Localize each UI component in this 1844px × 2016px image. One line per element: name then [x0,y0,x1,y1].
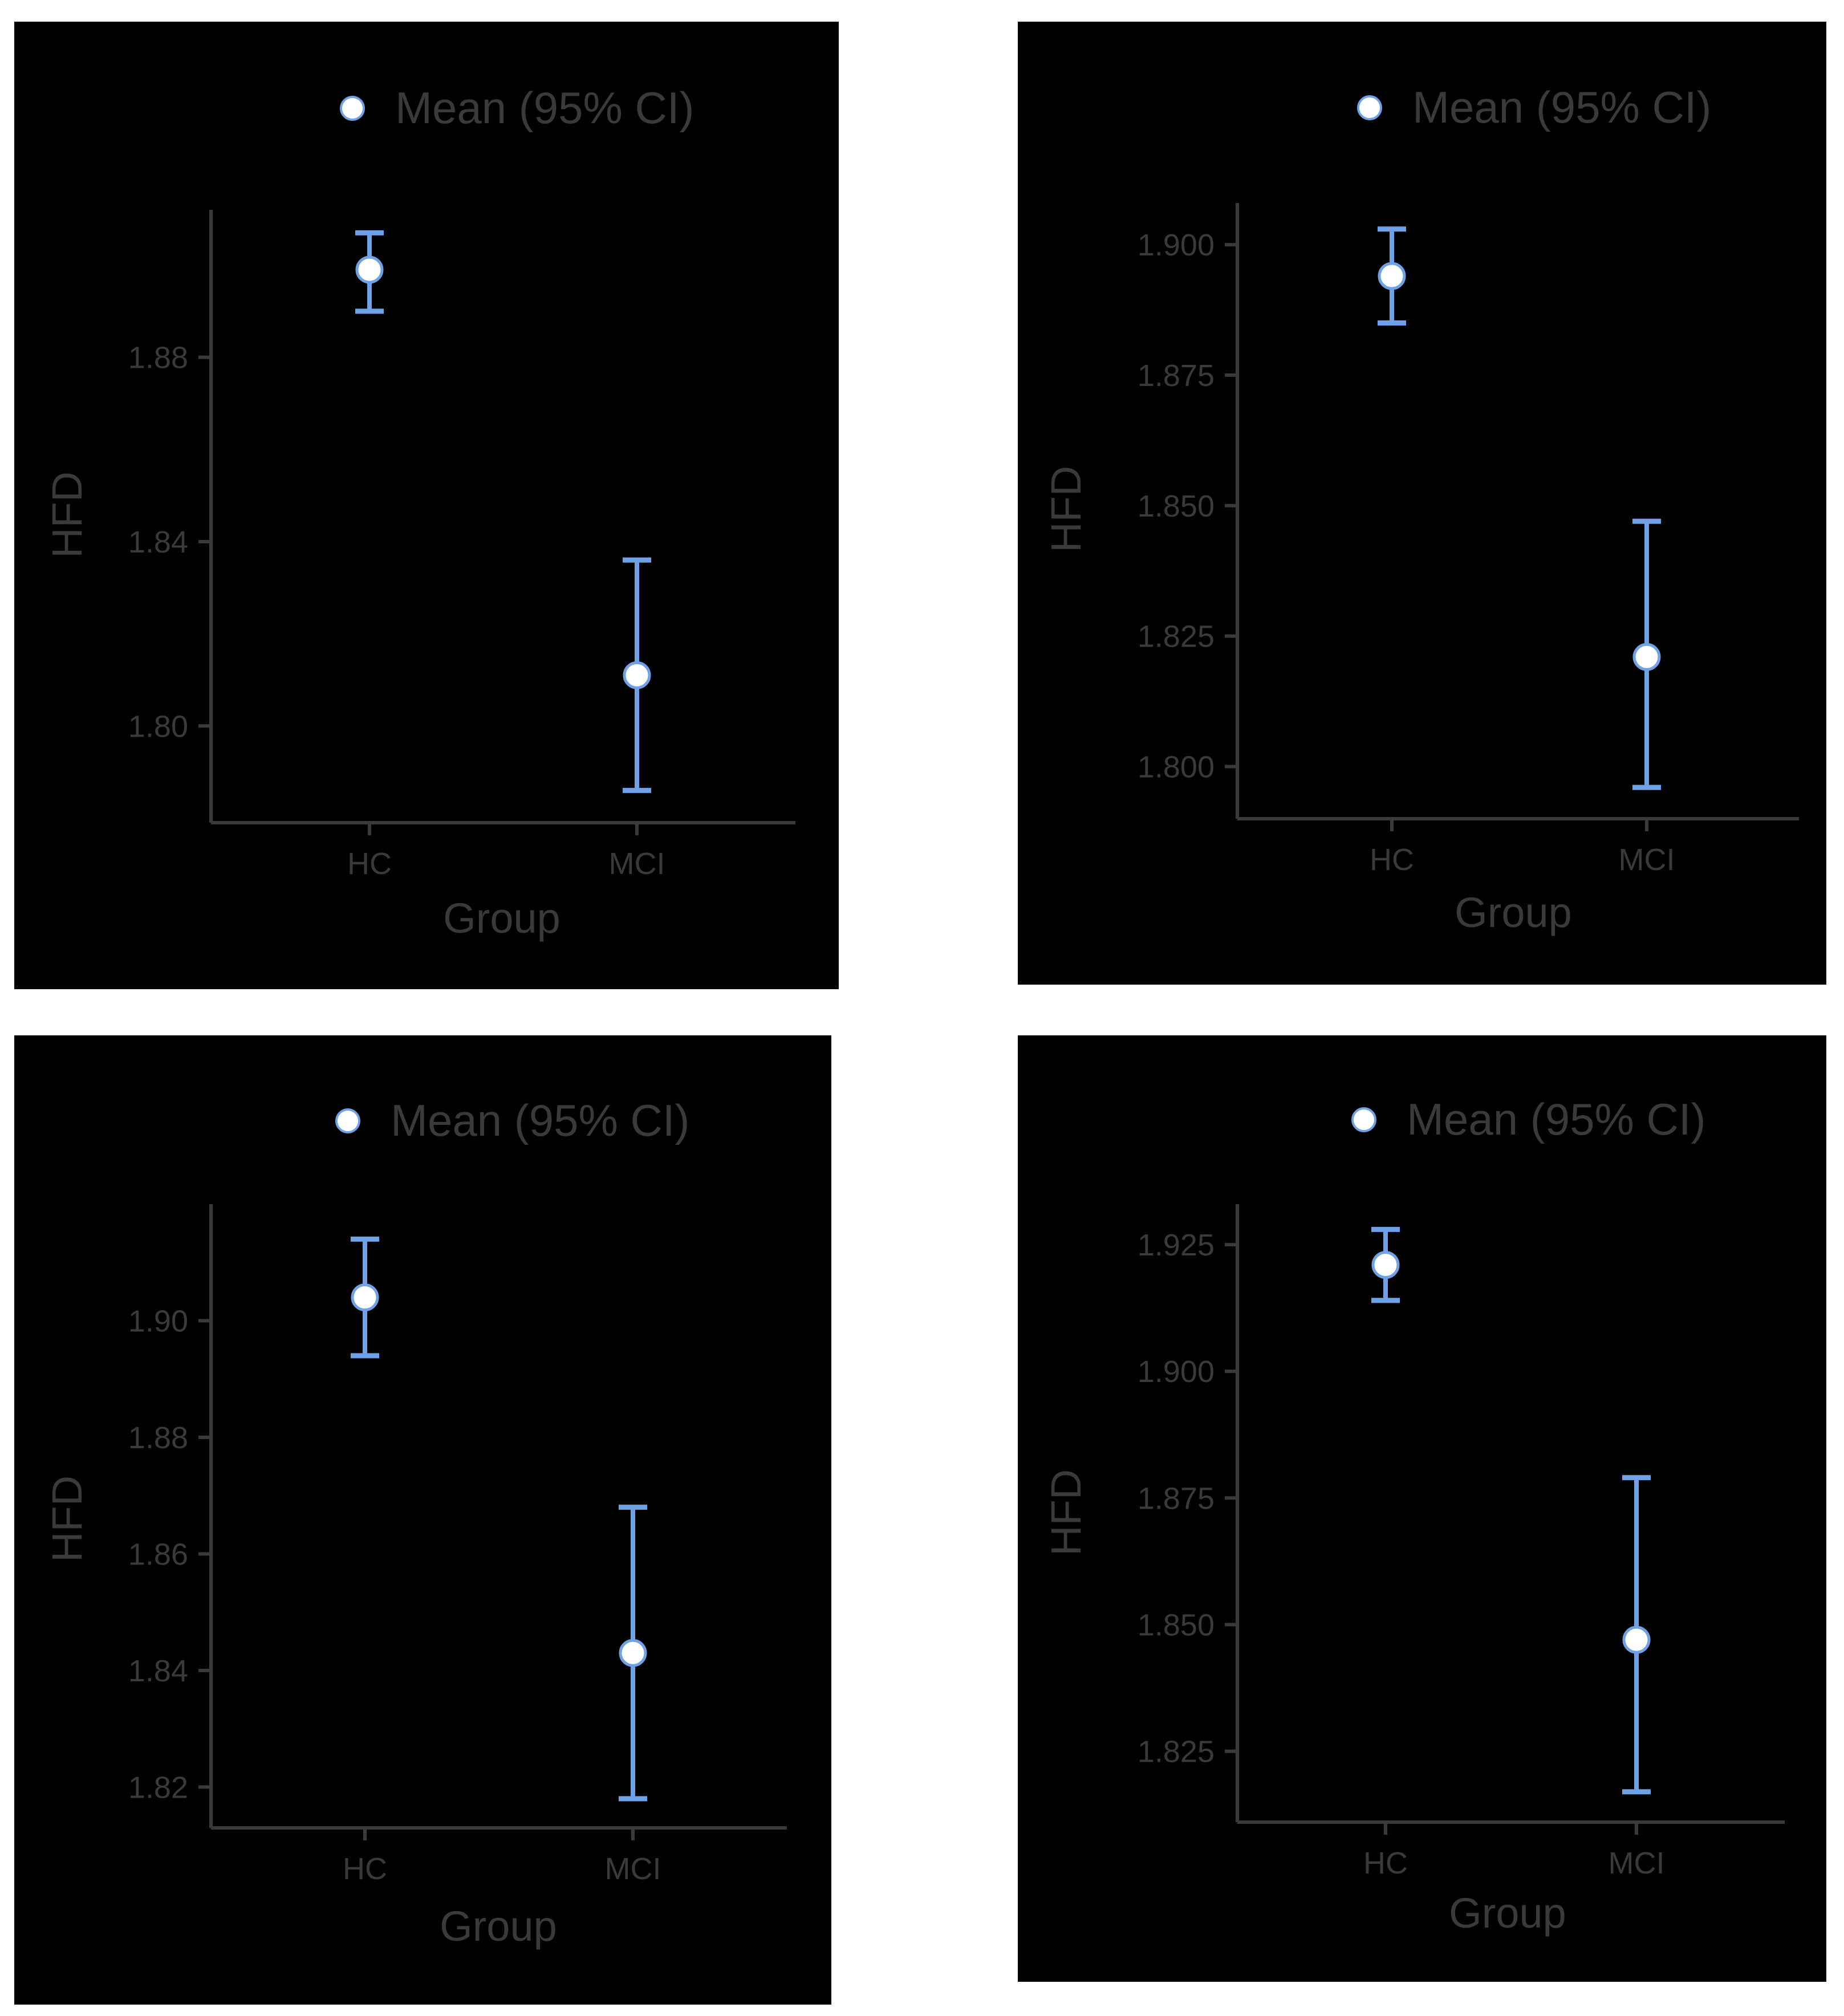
y-tick-label: 1.925 [1138,1228,1215,1262]
legend-marker [1357,95,1382,120]
errorbar-mci [619,1505,647,1802]
y-tick-label: 1.850 [1138,489,1215,523]
x-tick-label: MCI [609,847,665,881]
x-tick-label: MCI [1609,1846,1665,1880]
y-tick-label: 1.875 [1138,1481,1215,1515]
errorbar-hc [1378,226,1406,326]
y-tick-label: 1.88 [128,341,188,375]
errorbar-hc [1371,1226,1400,1303]
x-tick-label: HC [343,1852,387,1886]
errorbar-hc [355,230,384,314]
y-tick-label: 1.825 [1138,620,1215,654]
x-tick-label: HC [1363,1846,1408,1880]
mean-point [1632,643,1661,671]
y-tick-label: 1.84 [128,1654,188,1688]
chart-svg-1: 1.80 1.84 1.88 HC MCI Group HFD Mean (95% CI) [43,83,795,942]
legend-label: Mean (95% CI) [395,83,694,133]
mean-point [1622,1625,1651,1654]
chart-svg-4: 1.825 1.850 1.875 1.900 1.925 HC MCI Group HFD Me… [1042,1094,1785,1937]
y-tick-label: 1.86 [128,1537,188,1571]
y-tick-label: 1.80 [128,709,188,743]
y-axis-title: HFD [1042,466,1090,552]
y-tick-label: 1.800 [1138,750,1215,784]
x-axis-title: Group [1455,889,1572,936]
x-axis-title: Group [443,895,560,942]
legend-marker [1351,1107,1376,1132]
mean-point [355,255,384,284]
chart-panel-2: 1.800 1.825 1.850 1.875 1.900 HC MCI Group HFD Me… [1018,22,1826,985]
mean-point [623,661,651,689]
y-axis-title: HFD [43,472,91,558]
errorbar-mci [1622,1475,1651,1795]
errorbar-mci [623,557,651,793]
x-axis-title: Group [440,1903,557,1950]
mean-point [1371,1251,1400,1279]
errorbar-hc [351,1236,379,1359]
legend-marker [340,96,365,121]
legend-label: Mean (95% CI) [1407,1094,1706,1144]
y-tick-label: 1.84 [128,525,188,559]
legend-label: Mean (95% CI) [1412,82,1712,132]
x-tick-label: MCI [1619,843,1675,877]
y-tick-label: 1.82 [128,1770,188,1804]
y-tick-label: 1.900 [1138,1355,1215,1389]
y-tick-label: 1.900 [1138,228,1215,262]
y-axis-title: HFD [1042,1469,1090,1556]
y-tick-label: 1.875 [1138,359,1215,393]
chart-panel-3: 1.82 1.84 1.86 1.88 1.90 HC MCI Group HFD Mean (9… [14,1035,831,2005]
y-tick-label: 1.850 [1138,1608,1215,1642]
y-axis-title: HFD [43,1476,91,1562]
x-tick-label: MCI [605,1852,661,1886]
legend-marker [335,1108,360,1133]
chart-panel-1: 1.80 1.84 1.88 HC MCI Group HFD Mean (95% CI) [14,22,839,989]
mean-point [1378,262,1406,290]
y-tick-label: 1.88 [128,1421,188,1455]
mean-point [351,1283,379,1312]
errorbar-mci [1632,518,1661,790]
chart-svg-3: 1.82 1.84 1.86 1.88 1.90 HC MCI Group HFD Mean (9… [43,1095,787,1950]
y-tick-label: 1.90 [128,1304,188,1338]
chart-panel-4: 1.825 1.850 1.875 1.900 1.925 HC MCI Group HFD Me… [1018,1035,1826,1982]
x-tick-label: HC [1370,843,1414,877]
x-axis-title: Group [1449,1889,1566,1937]
x-tick-label: HC [347,847,392,881]
y-tick-label: 1.825 [1138,1735,1215,1769]
legend-label: Mean (95% CI) [391,1095,690,1145]
chart-svg-2: 1.800 1.825 1.850 1.875 1.900 HC MCI Group HFD Me… [1042,82,1799,936]
mean-point [619,1639,647,1667]
